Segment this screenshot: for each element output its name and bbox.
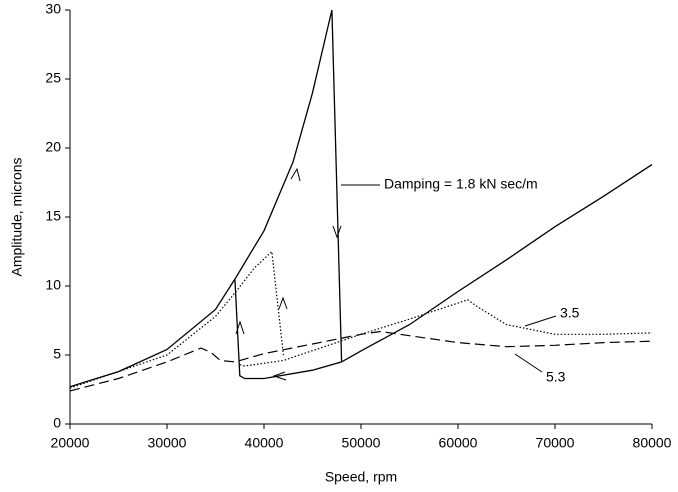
x-tick-label: 60000 (439, 435, 478, 451)
y-tick-label: 0 (53, 415, 61, 431)
annotation: Damping = 1.8 kN sec/m (384, 176, 538, 192)
x-tick-label: 80000 (633, 435, 672, 451)
series-line (69, 330, 653, 392)
annotation: 5.3 (546, 369, 566, 385)
y-tick-label: 30 (45, 1, 61, 17)
leader-line (514, 353, 543, 373)
x-tick-label: 40000 (245, 435, 284, 451)
y-tick-label: 25 (45, 70, 61, 86)
y-tick-label: 10 (45, 277, 61, 293)
y-tick-label: 20 (45, 139, 61, 155)
x-tick-label: 20000 (51, 435, 90, 451)
y-tick-label: 5 (53, 346, 61, 362)
x-tick-label: 70000 (536, 435, 575, 451)
y-tick-label: 15 (45, 208, 61, 224)
x-tick-label: 50000 (342, 435, 381, 451)
x-axis-label: Speed, rpm (325, 469, 397, 485)
x-tick-label: 30000 (148, 435, 187, 451)
y-axis-label: Amplitude, microns (9, 157, 25, 276)
leader-line (524, 315, 557, 327)
series-line (69, 9, 653, 388)
series-line (69, 250, 653, 389)
annotation: 3.5 (560, 305, 580, 321)
